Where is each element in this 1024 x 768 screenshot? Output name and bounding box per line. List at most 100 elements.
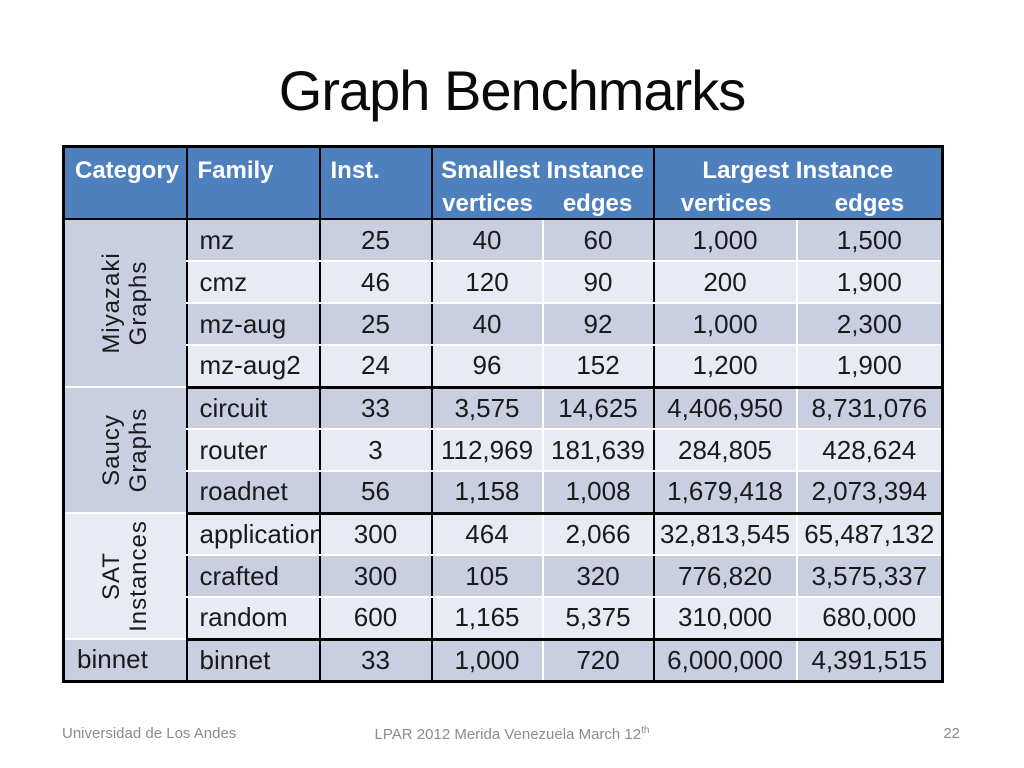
inst-cell: 25 — [318, 303, 432, 346]
largest-edges-cell: 1,900 — [795, 261, 943, 304]
family-cell: roadnet — [185, 471, 320, 515]
smallest-vertices-cell: 112,969 — [430, 429, 543, 472]
largest-edges-cell: 8,731,076 — [795, 387, 943, 430]
family-cell: mz-aug — [185, 303, 320, 346]
largest-vertices-cell: 32,813,545 — [652, 513, 797, 556]
smallest-edges-cell: 720 — [541, 639, 654, 683]
smallest-vertices-cell: 120 — [430, 261, 543, 304]
inst-cell: 33 — [318, 639, 432, 683]
largest-vertices-cell: 1,000 — [652, 219, 797, 262]
smallest-edges-cell: 152 — [541, 345, 654, 389]
inst-cell: 600 — [318, 597, 432, 641]
largest-edges-cell: 2,073,394 — [795, 471, 943, 515]
footer-conference-text: LPAR 2012 Merida Venezuela March 12 — [374, 726, 642, 743]
category-label: Miyazaki — [98, 252, 126, 354]
slide-page-number: 22 — [943, 725, 960, 742]
table-row: cmz 46 120 90 200 1,900 — [64, 261, 943, 304]
category-cell-sat-instances: SAT Instances — [63, 513, 187, 640]
table-row: SAT Instances application 300 464 2,066 … — [63, 513, 943, 640]
table-row: roadnet 56 1,158 1,008 1,679,418 2,073,3… — [64, 471, 943, 515]
smallest-edges-cell: 2,066 — [541, 513, 654, 556]
family-cell: mz — [185, 219, 320, 262]
smallest-instance-label: Smallest Instance — [441, 157, 644, 184]
inst-cell: 300 — [318, 513, 432, 556]
category-label: SAT — [98, 552, 126, 600]
largest-vertices-cell: 1,679,418 — [652, 471, 797, 515]
largest-edges-cell: 2,300 — [795, 303, 943, 346]
smallest-vertices-cell: 105 — [430, 555, 543, 598]
family-cell: application — [185, 513, 320, 556]
inst-cell: 300 — [318, 555, 432, 598]
category-label: Graphs — [125, 260, 153, 346]
table-header-row: Category Family Inst. Smallest Instance … — [63, 146, 943, 220]
smallest-edges-cell: 181,639 — [541, 429, 654, 472]
col-header-smallest-instance: Smallest Instance vertices edges — [430, 146, 654, 220]
smallest-edges-cell: 60 — [541, 219, 654, 262]
smallest-edges-cell: 92 — [541, 303, 654, 346]
largest-vertices-cell: 776,820 — [652, 555, 797, 598]
inst-cell: 33 — [318, 387, 432, 430]
largest-edges-cell: 3,575,337 — [795, 555, 943, 598]
largest-edges-cell: 4,391,515 — [795, 639, 943, 683]
table-row: crafted 300 105 320 776,820 3,575,337 — [64, 555, 943, 598]
category-label: Instances — [125, 520, 153, 632]
table-row: mz-aug 25 40 92 1,000 2,300 — [64, 303, 943, 346]
largest-vertices-cell: 6,000,000 — [652, 639, 797, 683]
smallest-vertices-label: vertices — [442, 190, 533, 217]
smallest-vertices-cell: 40 — [430, 219, 543, 262]
largest-vertices-cell: 284,805 — [652, 429, 797, 472]
largest-vertices-cell: 200 — [652, 261, 797, 304]
family-cell: crafted — [185, 555, 320, 598]
col-header-category: Category — [63, 146, 187, 220]
footer-conference: LPAR 2012 Merida Venezuela March 12th — [0, 725, 1024, 743]
col-header-family: Family — [185, 146, 320, 220]
inst-cell: 24 — [318, 345, 432, 389]
family-cell: circuit — [185, 387, 320, 430]
table-row: mz-aug2 24 96 152 1,200 1,900 — [64, 345, 943, 389]
smallest-vertices-cell: 464 — [430, 513, 543, 556]
smallest-edges-cell: 1,008 — [541, 471, 654, 515]
family-cell: mz-aug2 — [185, 345, 320, 389]
category-cell-miyazaki-graphs: Miyazaki Graphs — [63, 219, 187, 388]
inst-cell: 3 — [318, 429, 432, 472]
inst-cell: 46 — [318, 261, 432, 304]
family-cell: binnet — [185, 639, 320, 683]
smallest-vertices-cell: 1,000 — [430, 639, 543, 683]
col-header-inst: Inst. — [318, 146, 432, 220]
family-cell: cmz — [185, 261, 320, 304]
inst-cell: 25 — [318, 219, 432, 262]
smallest-edges-label: edges — [562, 190, 633, 217]
largest-edges-label: edges — [834, 190, 905, 217]
largest-vertices-cell: 1,200 — [652, 345, 797, 389]
largest-edges-cell: 1,500 — [795, 219, 943, 262]
smallest-vertices-cell: 40 — [430, 303, 543, 346]
smallest-vertices-cell: 96 — [430, 345, 543, 389]
family-cell: random — [185, 597, 320, 641]
benchmarks-table: Category Family Inst. Smallest Instance … — [62, 145, 945, 683]
family-cell: router — [185, 429, 320, 472]
smallest-vertices-cell: 1,165 — [430, 597, 543, 641]
smallest-vertices-cell: 3,575 — [430, 387, 543, 430]
category-cell-saucy-graphs: Saucy Graphs — [63, 387, 187, 514]
largest-vertices-cell: 1,000 — [652, 303, 797, 346]
largest-edges-cell: 65,487,132 — [795, 513, 943, 556]
table-row: router 3 112,969 181,639 284,805 428,624 — [64, 429, 943, 472]
largest-edges-cell: 1,900 — [795, 345, 943, 389]
table-row: Miyazaki Graphs mz 25 40 60 1,000 1,500 — [63, 219, 943, 388]
smallest-edges-cell: 90 — [541, 261, 654, 304]
category-label: Graphs — [125, 407, 153, 493]
largest-edges-cell: 680,000 — [795, 597, 943, 641]
category-label: Saucy — [98, 414, 126, 486]
footer-conference-superscript: th — [641, 725, 650, 736]
footer-institution: Universidad de Los Andes — [62, 725, 237, 742]
largest-vertices-label: vertices — [680, 190, 772, 217]
table-row: Saucy Graphs circuit 33 3,575 14,625 4,4… — [63, 387, 943, 514]
inst-cell: 56 — [318, 471, 432, 515]
largest-vertices-cell: 4,406,950 — [652, 387, 797, 430]
col-header-largest-instance: Largest Instance vertices edges — [652, 146, 943, 220]
category-cell-binnet: binnet — [63, 639, 187, 683]
smallest-edges-cell: 14,625 — [541, 387, 654, 430]
page-title: Graph Benchmarks — [278, 59, 746, 122]
smallest-edges-cell: 320 — [541, 555, 654, 598]
smallest-edges-cell: 5,375 — [541, 597, 654, 641]
